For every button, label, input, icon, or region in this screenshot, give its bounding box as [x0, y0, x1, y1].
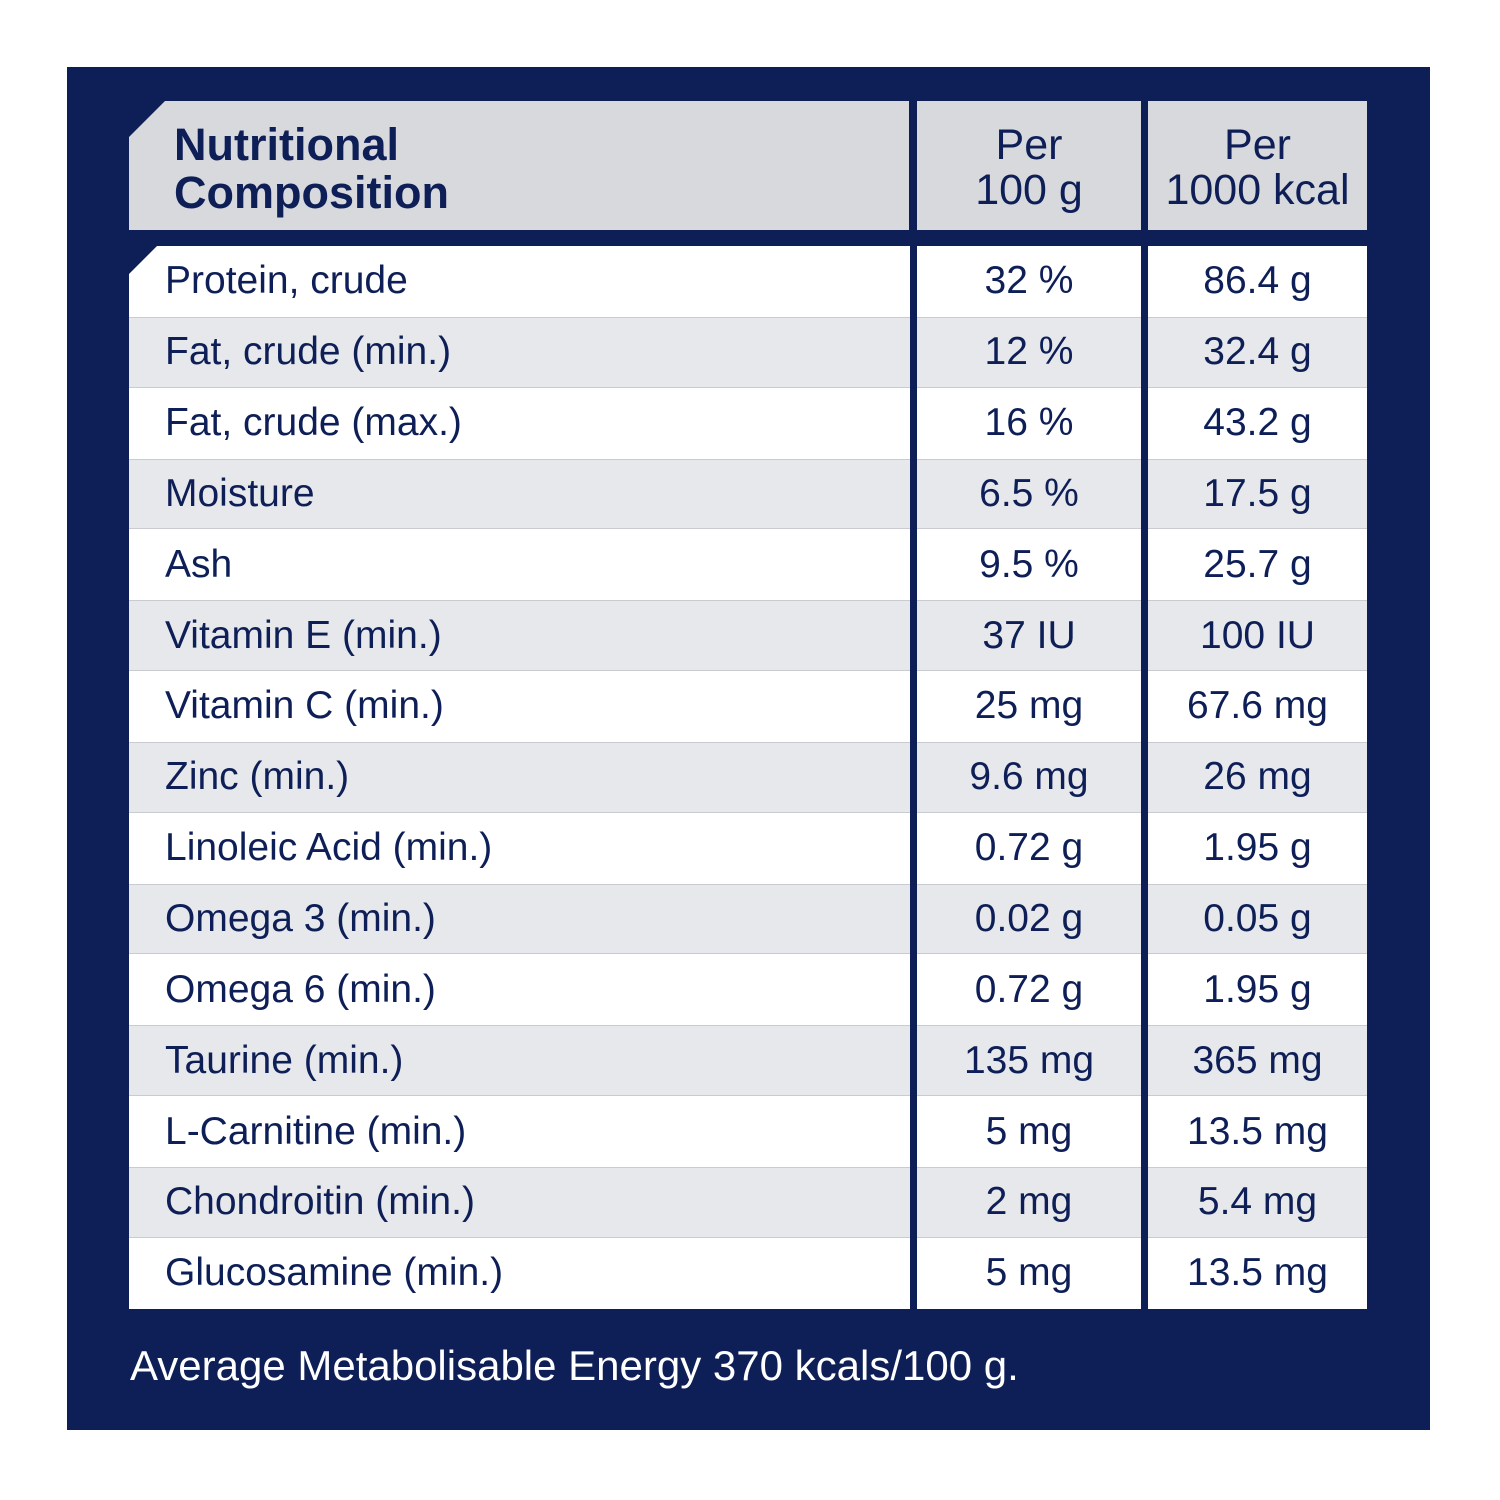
nutrient-name: Taurine (min.) [129, 1025, 910, 1097]
value-per-1000kcal: 26 mg [1148, 741, 1367, 813]
header-nutritional-composition: Nutritional Composition [129, 101, 909, 230]
header-per-1000kcal: Per 1000 kcal [1148, 101, 1367, 230]
header-col1-line2: 100 g [975, 166, 1083, 214]
value-per-1000kcal: 13.5 mg [1148, 1096, 1367, 1167]
header-col1-line1: Per [995, 121, 1063, 169]
value-per-1000kcal: 43.2 g [1148, 387, 1367, 459]
header-col2-line2: 1000 kcal [1165, 166, 1350, 214]
nutrient-name: Vitamin C (min.) [129, 671, 910, 742]
value-per-100g: 9.6 mg [917, 741, 1141, 813]
per-1000kcal-column: 86.4 g 32.4 g 43.2 g 17.5 g 25.7 g 100 IU 67.6… [1148, 246, 1367, 1309]
value-per-1000kcal: 100 IU [1148, 600, 1367, 672]
nutrient-name-column: Protein, crude Fat, crude (min.) Fat, crud… [129, 246, 910, 1309]
nutrient-name: Fat, crude (max.) [129, 387, 910, 459]
per-100g-column: 32 % 12 % 16 % 6.5 % 9.5 % 37 IU 25 mg 9.6 mg 0.… [917, 246, 1141, 1309]
nutrient-name: Linoleic Acid (min.) [129, 812, 910, 884]
value-per-1000kcal: 32.4 g [1148, 316, 1367, 388]
value-per-100g: 0.02 g [917, 883, 1141, 955]
nutrient-name: Glucosamine (min.) [129, 1237, 910, 1309]
nutrient-name: Zinc (min.) [129, 741, 910, 813]
value-per-1000kcal: 86.4 g [1148, 246, 1367, 317]
nutrient-name: L-Carnitine (min.) [129, 1096, 910, 1167]
value-per-1000kcal: 1.95 g [1148, 812, 1367, 884]
nutrient-name: Ash [129, 529, 910, 601]
value-per-100g: 135 mg [917, 1025, 1141, 1097]
value-per-100g: 16 % [917, 387, 1141, 459]
header-col2-line1: Per [1224, 121, 1291, 169]
value-per-100g: 25 mg [917, 671, 1141, 742]
value-per-1000kcal: 17.5 g [1148, 458, 1367, 530]
nutrient-name: Omega 6 (min.) [129, 954, 910, 1026]
header-label-line1: Nutritional [174, 119, 399, 170]
nutrient-name: Moisture [129, 458, 910, 530]
value-per-100g: 12 % [917, 316, 1141, 388]
nutrition-panel: Nutritional Composition Per 100 g Per 10… [67, 67, 1430, 1430]
value-per-100g: 9.5 % [917, 529, 1141, 601]
value-per-1000kcal: 1.95 g [1148, 954, 1367, 1026]
value-per-1000kcal: 5.4 mg [1148, 1166, 1367, 1238]
value-per-1000kcal: 365 mg [1148, 1025, 1367, 1097]
header-per-100g: Per 100 g [917, 101, 1141, 230]
value-per-100g: 6.5 % [917, 458, 1141, 530]
value-per-100g: 37 IU [917, 600, 1141, 672]
nutrient-name: Fat, crude (min.) [129, 316, 910, 388]
nutrient-name: Omega 3 (min.) [129, 883, 910, 955]
value-per-100g: 0.72 g [917, 812, 1141, 884]
value-per-100g: 0.72 g [917, 954, 1141, 1026]
nutrient-name: Chondroitin (min.) [129, 1166, 910, 1238]
value-per-1000kcal: 67.6 mg [1148, 671, 1367, 742]
value-per-100g: 5 mg [917, 1237, 1141, 1309]
nutrient-name: Protein, crude [129, 246, 910, 317]
value-per-100g: 32 % [917, 246, 1141, 317]
value-per-100g: 5 mg [917, 1096, 1141, 1167]
nutrient-name: Vitamin E (min.) [129, 600, 910, 672]
value-per-1000kcal: 0.05 g [1148, 883, 1367, 955]
energy-footnote: Average Metabolisable Energy 370 kcals/1… [130, 1342, 1019, 1389]
value-per-1000kcal: 13.5 mg [1148, 1237, 1367, 1309]
value-per-1000kcal: 25.7 g [1148, 529, 1367, 601]
value-per-100g: 2 mg [917, 1166, 1141, 1238]
header-label-line2: Composition [174, 167, 449, 218]
